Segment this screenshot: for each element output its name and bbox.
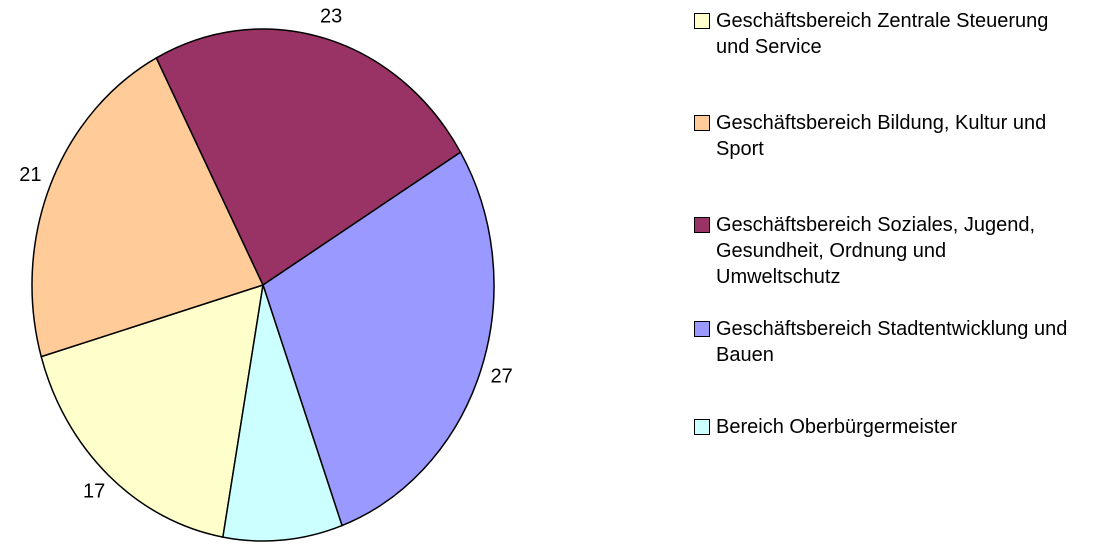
pie-slice	[155, 28, 462, 287]
data-label: 27	[491, 366, 513, 388]
legend-label: Geschäftsbereich Stadtentwicklung und Ba…	[716, 318, 1068, 366]
chart: 17 21 23 27 8	[19, 6, 513, 552]
pie-slice	[31, 56, 265, 358]
legend-swatch	[694, 13, 710, 29]
legend-swatch	[694, 217, 710, 233]
legend-item: Geschäftsbereich Soziales, Jugend, Gesun…	[692, 212, 1076, 290]
data-label: 21	[19, 164, 41, 186]
legend: Geschäftsbereich Zentrale Steuerung und …	[692, 8, 1072, 440]
pie-slice	[222, 284, 343, 542]
legend-label: Geschäftsbereich Zentrale Steuerung und …	[716, 10, 1049, 58]
legend-item: Geschäftsbereich Zentrale Steuerung und …	[692, 8, 1076, 60]
legend-label: Bereich Oberbürgermeister	[716, 416, 958, 438]
data-label: 17	[83, 480, 105, 502]
legend-swatch	[694, 115, 710, 131]
legend-label: Geschäftsbereich Bildung, Kultur und Spo…	[716, 112, 1047, 160]
pie-slice	[40, 283, 264, 538]
data-label: 8	[279, 550, 290, 552]
data-label: 23	[320, 6, 342, 28]
legend-item: Bereich Oberbürgermeister	[692, 414, 1076, 440]
legend-item: Geschäftsbereich Bildung, Kultur und Spo…	[692, 110, 1076, 162]
pie-slice	[262, 151, 495, 527]
legend-label: Geschäftsbereich Soziales, Jugend, Gesun…	[716, 214, 1036, 288]
legend-swatch	[694, 419, 710, 435]
legend-item: Geschäftsbereich Stadtentwicklung und Ba…	[692, 316, 1076, 368]
legend-swatch	[694, 321, 710, 337]
